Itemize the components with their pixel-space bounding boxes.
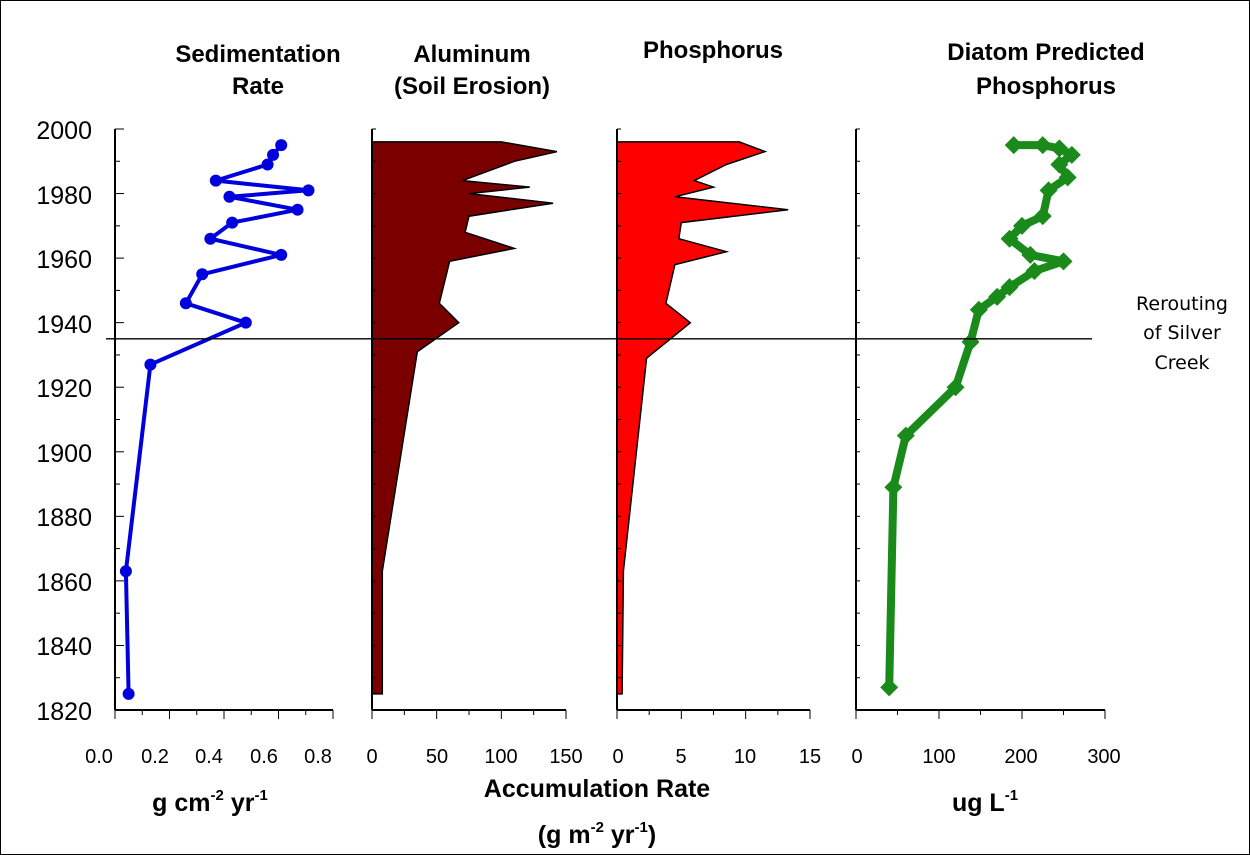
data-point — [946, 378, 965, 397]
panel-4-title-line-2: Phosphorus — [976, 73, 1116, 100]
data-point — [961, 333, 980, 352]
data-point — [1000, 278, 1019, 297]
data-point — [275, 248, 288, 261]
data-point — [119, 565, 132, 578]
x-tick-labels-panel-4: 0 100 200 300 — [851, 746, 1120, 768]
aluminum-panel — [371, 128, 567, 719]
y-tick-label: 1860 — [36, 569, 92, 597]
data-point — [239, 316, 252, 329]
x-tick-label: 0 — [851, 746, 862, 768]
data-point — [1033, 207, 1052, 226]
data-point — [291, 203, 304, 216]
data-point — [204, 232, 217, 245]
panel-4-title-line-1: Diatom Predicted — [947, 39, 1144, 66]
x-tick-label: 200 — [1004, 746, 1037, 768]
x-tick-label: 0 — [612, 746, 623, 768]
x-tick-label: 0 — [366, 746, 377, 768]
data-point — [261, 158, 274, 171]
data-point — [275, 139, 288, 152]
data-point — [880, 678, 899, 697]
y-tick-label: 1980 — [36, 182, 92, 210]
data-point — [1000, 229, 1019, 248]
data-point — [1058, 168, 1077, 187]
data-point — [144, 358, 157, 371]
y-tick-label: 1960 — [36, 246, 92, 274]
x-tick-label: 0.0 — [85, 746, 113, 768]
phosphorus-panel — [616, 128, 811, 719]
data-point — [223, 190, 236, 203]
accumulation-rate-label: Accumulation Rate — [484, 775, 711, 803]
data-point — [209, 174, 222, 187]
data-point — [302, 184, 315, 197]
data-point — [1054, 252, 1073, 271]
x-tick-label: 0.8 — [304, 746, 332, 768]
panel-2-title-line-2: (Soil Erosion) — [394, 73, 550, 100]
x-tick-label: 0.4 — [195, 746, 223, 768]
sedimentation-rate-panel — [114, 128, 334, 719]
rerouting-note-line-2: of Silver — [1143, 322, 1221, 344]
diatom-phosphorus-panel — [855, 128, 1106, 719]
data-point — [1033, 136, 1052, 155]
data-point — [1025, 262, 1044, 281]
y-tick-label: 2000 — [36, 117, 92, 145]
x-tick-label: 100 — [484, 746, 517, 768]
x-tick-labels-panel-3: 0 5 10 15 — [612, 746, 821, 768]
accumulation-rate-units: (g m-2 yr-1) — [538, 819, 656, 849]
x-tick-label: 150 — [549, 746, 582, 768]
y-tick-label: 1840 — [36, 633, 92, 661]
panel-2-title-line-1: Aluminum — [413, 41, 530, 68]
data-point — [1050, 155, 1069, 174]
data-point — [179, 297, 192, 310]
data-point — [267, 148, 280, 161]
x-tick-label: 0.6 — [250, 746, 278, 768]
rerouting-note-line-3: Creek — [1154, 352, 1209, 374]
data-point — [1062, 145, 1081, 164]
panel-1-title-line-1: Sedimentation — [175, 41, 340, 68]
x-tick-label: 100 — [922, 746, 955, 768]
x-tick-labels-panel-2: 0 50 100 150 — [366, 746, 582, 768]
x-tick-labels-panel-1: 0.0 0.2 0.4 0.6 0.8 — [85, 746, 332, 768]
data-point — [1050, 139, 1069, 158]
x-tick-label: 300 — [1087, 746, 1120, 768]
x-tick-label: 15 — [799, 746, 821, 768]
data-point — [988, 287, 1007, 306]
y-tick-label: 1820 — [36, 698, 92, 726]
y-tick-label: 1940 — [36, 311, 92, 339]
data-point — [969, 300, 988, 319]
y-tick-label: 1920 — [36, 375, 92, 403]
data-point — [1021, 245, 1040, 264]
data-point — [884, 478, 903, 497]
data-point — [1004, 136, 1023, 155]
data-point — [896, 426, 915, 445]
y-tick-label: 1900 — [36, 440, 92, 468]
y-tick-labels: 2000 1980 1960 1940 1920 1900 1880 1860 … — [36, 117, 92, 726]
diatom-x-axis-label: ug L-1 — [952, 787, 1018, 817]
sedimentation-x-axis-label: g cm-2 yr-1 — [152, 787, 268, 817]
area-series — [371, 141, 558, 695]
data-point — [122, 687, 135, 700]
data-point — [1039, 181, 1058, 200]
x-tick-label: 0.2 — [141, 746, 169, 768]
x-tick-label: 5 — [675, 746, 686, 768]
data-point — [196, 268, 209, 281]
x-tick-label: 50 — [426, 746, 448, 768]
data-point — [1013, 216, 1031, 235]
line-series — [123, 143, 311, 694]
area-series — [616, 141, 789, 695]
x-tick-label: 10 — [734, 746, 756, 768]
y-tick-label: 1880 — [36, 504, 92, 532]
data-point — [226, 216, 239, 229]
rerouting-note-line-1: Rerouting — [1136, 293, 1228, 315]
panel-1-title-line-2: Rate — [232, 73, 284, 100]
panel-3-title-line-1: Phosphorus — [643, 37, 783, 64]
